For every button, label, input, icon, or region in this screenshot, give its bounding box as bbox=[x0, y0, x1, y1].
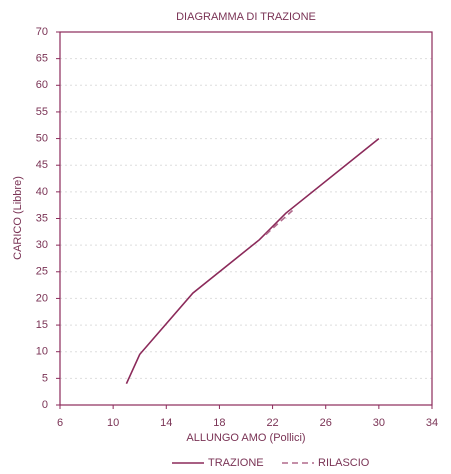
x-tick-label: 18 bbox=[213, 417, 225, 429]
y-tick-label: 40 bbox=[36, 186, 48, 198]
x-tick-label: 10 bbox=[107, 417, 119, 429]
plot-frame bbox=[59, 31, 433, 406]
y-tick-label: 25 bbox=[36, 266, 48, 278]
x-tick-label: 34 bbox=[426, 417, 438, 429]
legend-label: TRAZIONE bbox=[208, 457, 264, 469]
series-line bbox=[265, 209, 294, 236]
y-tick-label: 30 bbox=[36, 239, 48, 251]
y-tick-label: 5 bbox=[42, 372, 48, 384]
y-tick-label: 45 bbox=[36, 159, 48, 171]
legend-label: RILASCIO bbox=[318, 457, 370, 469]
y-tick-label: 55 bbox=[36, 106, 48, 118]
y-tick-label: 10 bbox=[36, 346, 48, 358]
y-tick-label: 70 bbox=[36, 26, 48, 38]
x-tick-label: 22 bbox=[266, 417, 278, 429]
series-line bbox=[125, 137, 380, 385]
x-axis-label: ALLUNGO AMO (Pollici) bbox=[186, 432, 305, 444]
y-axis-label: CARICO (Libbre) bbox=[12, 176, 24, 260]
y-tick-label: 50 bbox=[36, 132, 48, 144]
y-tick-label: 15 bbox=[36, 319, 48, 331]
x-tick-label: 6 bbox=[57, 417, 63, 429]
x-tick-label: 30 bbox=[373, 417, 385, 429]
x-tick-label: 26 bbox=[320, 417, 332, 429]
x-tick-label: 14 bbox=[160, 417, 172, 429]
y-tick-label: 0 bbox=[42, 399, 48, 411]
y-tick-label: 20 bbox=[36, 292, 48, 304]
chart-title: DIAGRAMMA DI TRAZIONE bbox=[176, 11, 316, 23]
y-tick-label: 60 bbox=[36, 79, 48, 91]
y-tick-label: 65 bbox=[36, 53, 48, 65]
y-tick-label: 35 bbox=[36, 212, 48, 224]
